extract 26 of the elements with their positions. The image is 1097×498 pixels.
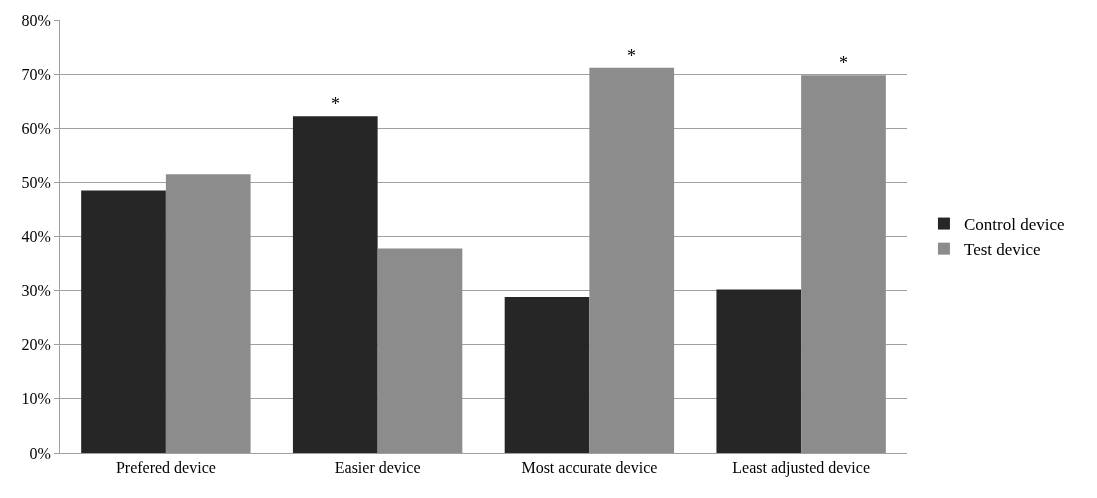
y-tick-label: 40% — [21, 228, 51, 246]
bar — [801, 75, 886, 453]
bar — [81, 190, 166, 453]
bar — [165, 174, 251, 453]
legend-label: Test device — [963, 240, 1041, 260]
legend-label: Control device — [963, 215, 1065, 235]
annotation: * — [839, 53, 848, 73]
y-tick-label: 10% — [21, 390, 51, 408]
annotation: * — [331, 94, 340, 114]
bar — [589, 67, 675, 453]
y-tick-label: 50% — [21, 173, 51, 191]
y-tick-label: 60% — [21, 119, 51, 137]
y-tick-label: 30% — [21, 282, 51, 300]
x-tick-label: Easier device — [334, 459, 421, 477]
x-tick-label: Most accurate device — [521, 459, 658, 477]
y-tick-label: 80% — [21, 11, 51, 29]
x-tick-label: Least adjusted device — [732, 459, 870, 478]
bar — [377, 248, 463, 453]
bar — [292, 116, 378, 453]
x-tick-label: Prefered device — [115, 459, 216, 477]
annotation: * — [627, 46, 636, 66]
bar — [716, 289, 802, 453]
y-tick-label: 20% — [21, 336, 51, 354]
bar — [504, 297, 590, 453]
y-tick-label: 70% — [21, 65, 51, 83]
y-tick-label: 0% — [29, 444, 51, 462]
